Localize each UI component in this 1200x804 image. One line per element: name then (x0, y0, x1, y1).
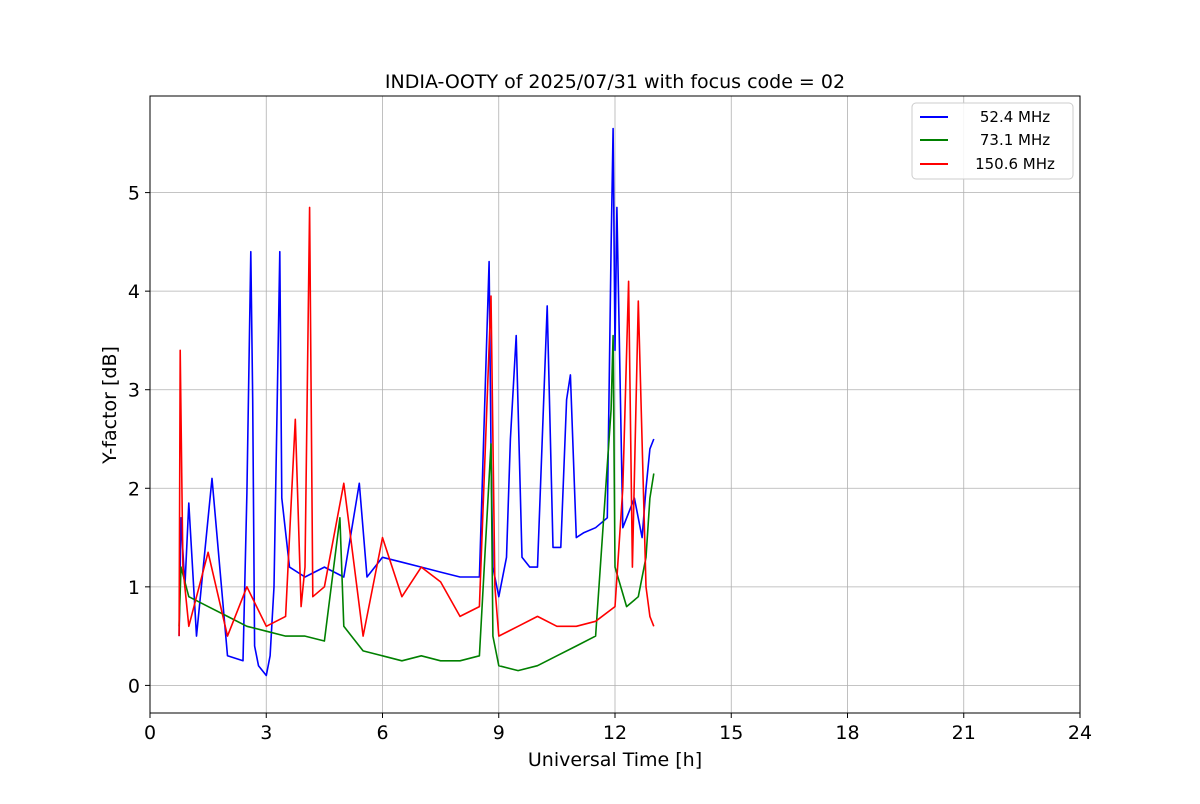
legend-label-150-6: 150.6 MHz (975, 155, 1055, 173)
y-tick-label: 2 (128, 478, 140, 500)
y-tick-label: 3 (128, 380, 140, 402)
x-tick-label: 21 (952, 722, 976, 744)
y-axis-label: Y-factor [dB] (99, 346, 121, 465)
series-line-1 (178, 334, 655, 672)
x-axis-label: Universal Time [h] (528, 749, 702, 771)
legend-box (911, 102, 1074, 180)
x-tick-label: 6 (376, 722, 388, 744)
x-tick-label: 9 (493, 722, 505, 744)
legend-label-73-1: 73.1 MHz (980, 131, 1050, 149)
y-tick-label: 5 (128, 183, 140, 205)
x-tick-label: 0 (144, 722, 156, 744)
legend: 52.4 MHz 73.1 MHz 150.6 MHz (911, 102, 1074, 180)
y-tick-label: 1 (128, 577, 140, 599)
x-tick-label: 24 (1068, 722, 1092, 744)
x-tick-label: 3 (260, 722, 272, 744)
y-tick-label: 0 (128, 675, 140, 697)
series-group (178, 127, 655, 677)
x-tick-label: 12 (603, 722, 627, 744)
x-tick-label: 18 (835, 722, 859, 744)
chart-title: INDIA-OOTY of 2025/07/31 with focus code… (385, 71, 845, 93)
y-tick-label: 4 (128, 281, 140, 303)
series-line-2 (178, 206, 655, 637)
series-line-0 (178, 127, 655, 677)
x-tick-label: 15 (719, 722, 743, 744)
legend-label-52-4: 52.4 MHz (980, 108, 1050, 126)
